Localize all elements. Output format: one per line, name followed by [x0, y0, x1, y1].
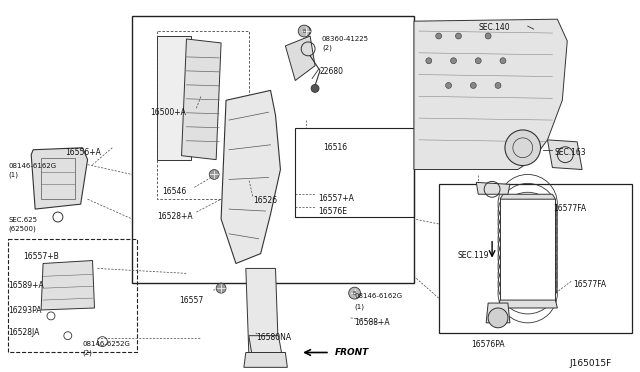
Text: SEC.119: SEC.119 [458, 251, 489, 260]
Text: 16546: 16546 [162, 187, 186, 196]
Bar [41, 158, 75, 199]
Circle shape [500, 58, 506, 64]
Text: 16293PA: 16293PA [8, 306, 42, 315]
Text: 16577FA: 16577FA [554, 204, 586, 213]
Text: 16557: 16557 [180, 296, 204, 305]
Text: 16557+B: 16557+B [23, 251, 59, 261]
Circle shape [426, 58, 432, 64]
Circle shape [476, 58, 481, 64]
Polygon shape [157, 36, 191, 160]
Circle shape [445, 83, 452, 89]
Text: SEC.163: SEC.163 [554, 148, 586, 157]
Polygon shape [498, 300, 557, 308]
Circle shape [470, 83, 476, 89]
Polygon shape [414, 19, 567, 170]
Polygon shape [31, 148, 88, 209]
Text: 08146-6162G: 08146-6162G [355, 293, 403, 299]
Text: 16528+A: 16528+A [157, 212, 193, 221]
Bar [295, 128, 414, 217]
Text: SEC.140: SEC.140 [478, 23, 510, 32]
Text: 08146-6162G: 08146-6162G [8, 163, 56, 169]
Polygon shape [486, 303, 510, 323]
Text: (1): (1) [8, 171, 19, 178]
Polygon shape [249, 336, 282, 359]
Polygon shape [182, 39, 221, 160]
Text: 16588+A: 16588+A [355, 318, 390, 327]
Text: 08360-41225: 08360-41225 [322, 36, 369, 42]
Text: 16576PA: 16576PA [471, 340, 505, 349]
Circle shape [301, 26, 311, 36]
Circle shape [436, 33, 442, 39]
Text: (1): (1) [355, 303, 365, 310]
Polygon shape [221, 90, 280, 263]
Polygon shape [41, 260, 95, 310]
Circle shape [349, 287, 360, 299]
Polygon shape [244, 353, 287, 367]
Polygon shape [476, 182, 510, 194]
Polygon shape [246, 269, 278, 353]
Circle shape [209, 170, 219, 179]
Text: (2): (2) [322, 45, 332, 51]
Polygon shape [500, 194, 556, 199]
Polygon shape [285, 36, 315, 80]
Text: 16576E: 16576E [318, 207, 347, 216]
Text: FRONT: FRONT [335, 348, 369, 357]
Circle shape [505, 130, 541, 166]
Text: 16526: 16526 [253, 196, 277, 205]
Circle shape [298, 25, 310, 37]
Text: B: B [303, 29, 306, 33]
Bar [500, 199, 556, 303]
Text: 16580NA: 16580NA [256, 333, 291, 342]
Text: 08146-6252G: 08146-6252G [83, 341, 131, 347]
Bar [438, 185, 632, 333]
Bar [8, 239, 137, 353]
Text: 22680: 22680 [320, 67, 344, 76]
Text: 16516: 16516 [323, 143, 347, 152]
Text: 16528JA: 16528JA [8, 328, 40, 337]
Text: 16556+A: 16556+A [65, 148, 100, 157]
Polygon shape [547, 140, 582, 170]
Circle shape [485, 33, 491, 39]
Text: (62500): (62500) [8, 226, 36, 232]
Circle shape [349, 288, 360, 298]
Circle shape [216, 283, 226, 293]
Bar [132, 16, 414, 283]
Text: (2): (2) [83, 350, 93, 356]
Circle shape [456, 33, 461, 39]
Text: 16557+A: 16557+A [318, 194, 354, 203]
Text: 16589+A: 16589+A [8, 281, 44, 290]
Circle shape [488, 308, 508, 328]
Text: J165015F: J165015F [569, 359, 611, 368]
Text: B: B [353, 291, 356, 296]
Text: 16500+A: 16500+A [150, 108, 186, 117]
Circle shape [495, 83, 501, 89]
Text: 16577FA: 16577FA [573, 280, 606, 289]
Text: SEC.625: SEC.625 [8, 217, 38, 223]
Circle shape [311, 84, 319, 92]
Circle shape [451, 58, 456, 64]
